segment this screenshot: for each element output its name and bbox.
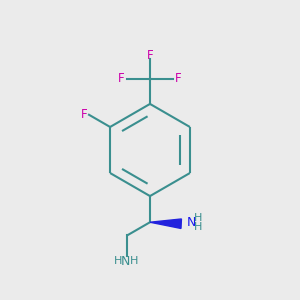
Text: F: F — [81, 108, 88, 121]
Text: N: N — [121, 255, 130, 268]
Text: H: H — [194, 222, 202, 232]
Text: H: H — [194, 213, 202, 224]
Text: H: H — [114, 256, 123, 266]
Text: F: F — [175, 72, 182, 85]
Text: H: H — [130, 256, 138, 266]
Text: F: F — [118, 72, 125, 85]
Text: N: N — [186, 216, 196, 229]
Text: F: F — [147, 49, 153, 62]
Polygon shape — [150, 219, 182, 229]
